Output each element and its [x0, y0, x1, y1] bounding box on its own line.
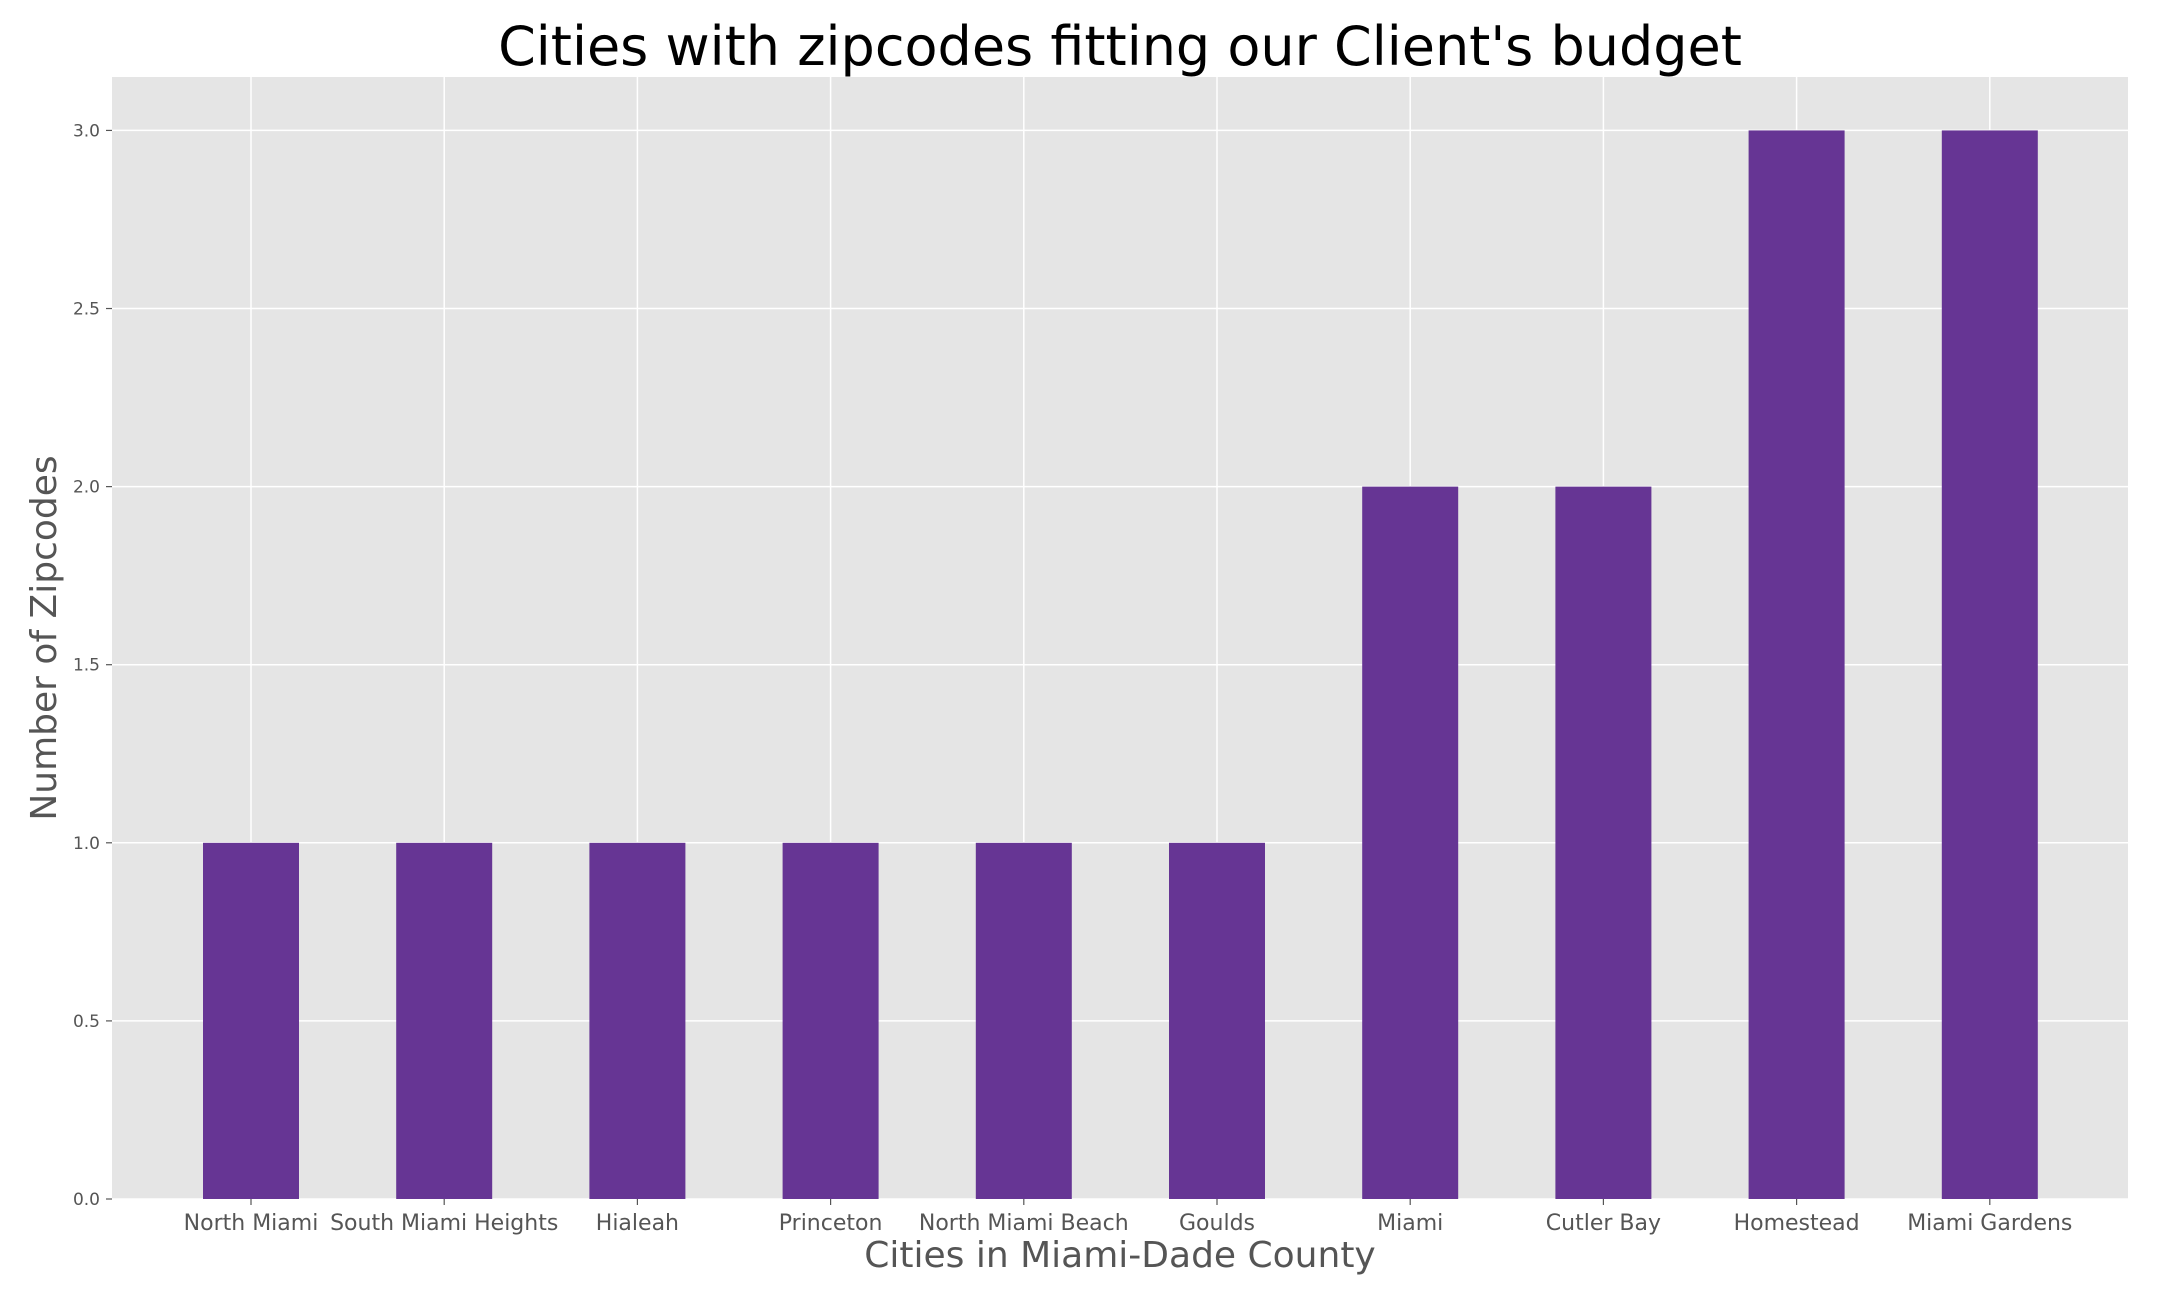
y-axis-ticks: 0.0 0.5 1.0 1.5 2.0 2.5 3.0	[73, 121, 112, 1210]
x-tick-label: Hialeah	[596, 1211, 679, 1236]
bar-south-miami-heights	[396, 842, 493, 1199]
y-tick-label: 0.5	[73, 1012, 100, 1032]
y-tick-label: 1.5	[73, 656, 100, 676]
bar-north-miami	[203, 842, 299, 1199]
y-tick-label: 1.0	[73, 834, 100, 854]
bar-hialeah	[589, 842, 686, 1199]
bar-homestead	[1748, 130, 1845, 1199]
x-axis-label: Cities in Miami-Dade County	[864, 1235, 1376, 1276]
x-tick-label: Cutler Bay	[1546, 1211, 1661, 1236]
x-tick-label: North Miami	[184, 1211, 319, 1236]
bar-princeton	[782, 842, 879, 1199]
x-tick-label: North Miami Beach	[919, 1211, 1129, 1236]
bar-goulds	[1169, 842, 1265, 1199]
bar-miami	[1362, 486, 1459, 1200]
bar-north-miami-beach	[975, 842, 1072, 1199]
bars	[203, 130, 2038, 1200]
x-tick-label: Miami Gardens	[1907, 1211, 2072, 1236]
y-axis-label: Number of Zipcodes	[24, 455, 65, 820]
x-axis-ticks: North Miami South Miami Heights Hialeah Pri…	[184, 1199, 2072, 1236]
chart-title: Cities with zipcodes fitting our Client'…	[498, 15, 1742, 78]
bar-miami-gardens	[1941, 130, 2038, 1199]
x-tick-label: Homestead	[1734, 1211, 1860, 1236]
bar-cutler-bay	[1555, 486, 1652, 1200]
y-tick-label: 0.0	[73, 1190, 100, 1210]
x-tick-label: Princeton	[779, 1211, 883, 1236]
x-tick-label: South Miami Heights	[330, 1211, 558, 1236]
y-tick-label: 2.0	[73, 478, 100, 498]
y-tick-label: 3.0	[73, 121, 100, 141]
x-tick-label: Goulds	[1179, 1211, 1255, 1236]
y-tick-label: 2.5	[73, 300, 100, 320]
x-tick-label: Miami	[1377, 1211, 1443, 1236]
